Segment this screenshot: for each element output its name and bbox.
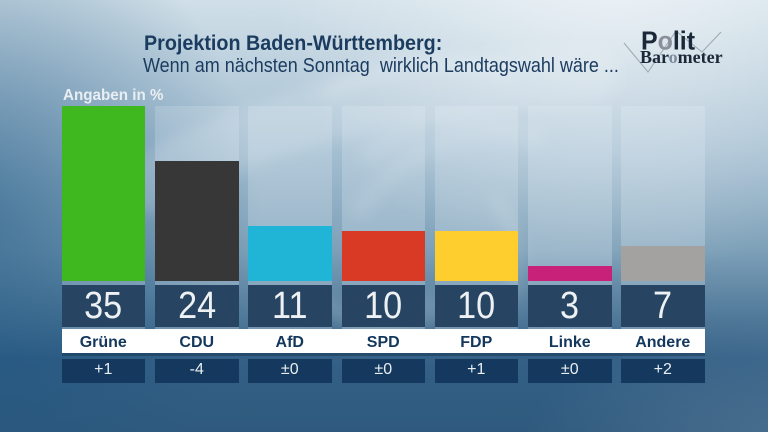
svg-text:Barometer: Barometer bbox=[640, 47, 723, 67]
svg-text:Polit: Polit bbox=[641, 27, 696, 56]
